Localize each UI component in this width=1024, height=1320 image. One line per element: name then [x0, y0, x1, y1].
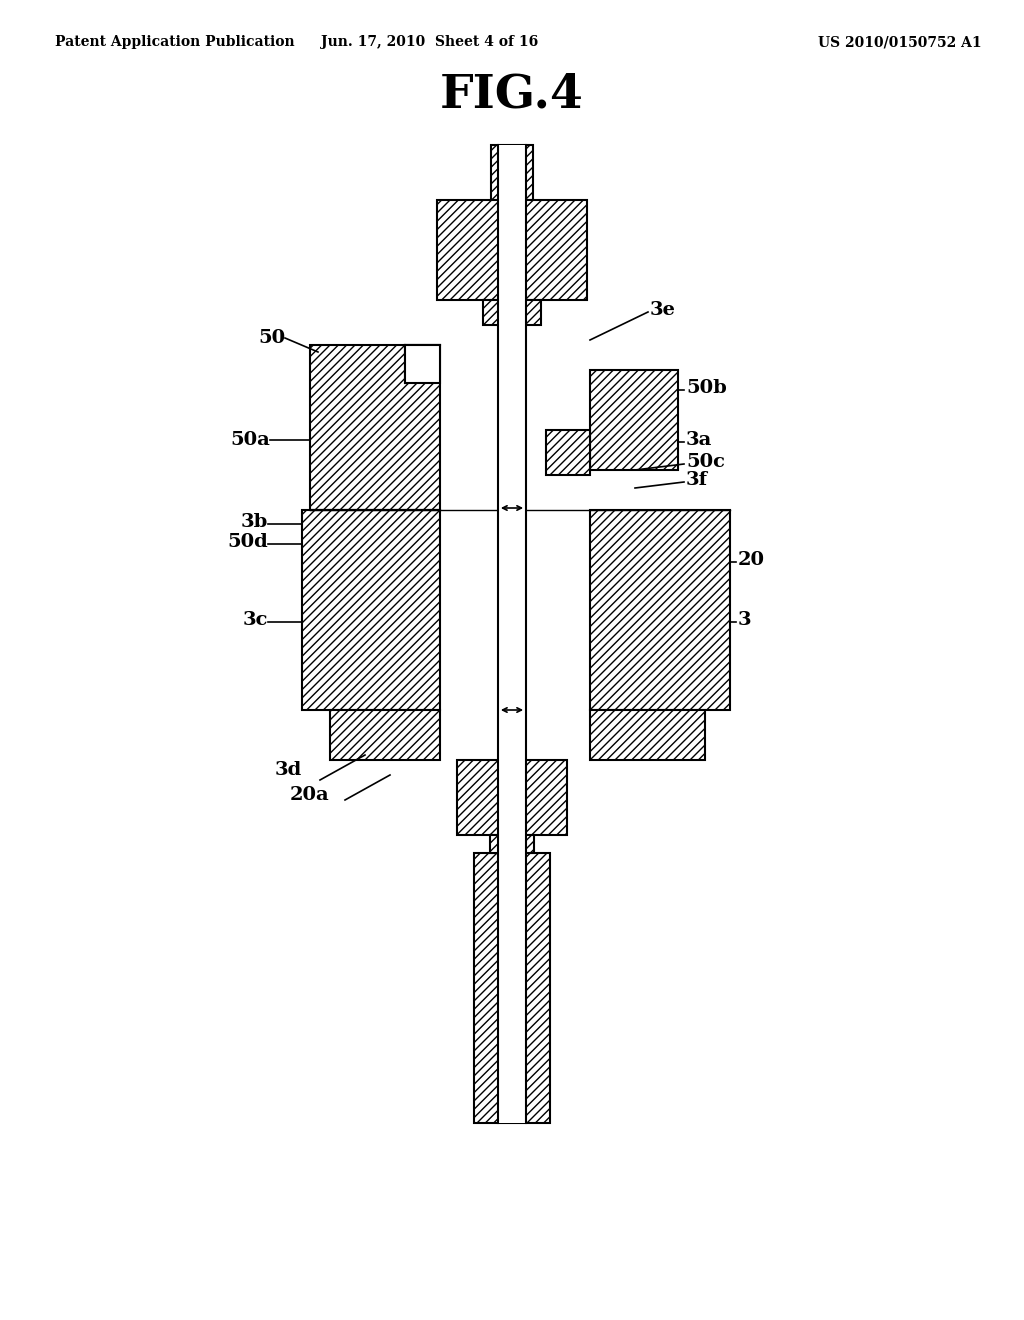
Bar — [490, 836, 534, 853]
Text: 50b: 50b — [686, 379, 727, 397]
Bar — [330, 710, 440, 760]
Text: 3f: 3f — [686, 471, 708, 488]
Text: 3: 3 — [738, 611, 752, 630]
Bar — [302, 510, 440, 710]
Bar — [483, 300, 541, 325]
Text: 50: 50 — [258, 329, 285, 347]
Text: 20: 20 — [738, 550, 765, 569]
Text: 3a: 3a — [686, 432, 713, 449]
Text: 3c: 3c — [243, 611, 268, 630]
Text: 50d: 50d — [227, 533, 268, 550]
Text: 3e: 3e — [650, 301, 676, 319]
Text: US 2010/0150752 A1: US 2010/0150752 A1 — [818, 36, 982, 49]
Bar — [590, 710, 705, 760]
Bar — [310, 345, 440, 510]
Bar — [546, 430, 590, 475]
Bar — [437, 201, 587, 300]
Text: 50a: 50a — [230, 432, 270, 449]
Bar — [490, 145, 534, 201]
Bar — [457, 760, 567, 836]
Text: 20a: 20a — [290, 785, 330, 804]
Bar — [498, 145, 526, 1123]
Text: Jun. 17, 2010  Sheet 4 of 16: Jun. 17, 2010 Sheet 4 of 16 — [322, 36, 539, 49]
Text: 3b: 3b — [241, 513, 268, 531]
Bar — [590, 510, 730, 710]
Bar — [590, 370, 678, 470]
Text: FIG.4: FIG.4 — [440, 73, 584, 117]
Text: 50c: 50c — [686, 453, 725, 471]
Text: 3d: 3d — [275, 762, 302, 779]
Text: Patent Application Publication: Patent Application Publication — [55, 36, 295, 49]
Bar — [406, 345, 440, 383]
Bar — [474, 853, 550, 1123]
